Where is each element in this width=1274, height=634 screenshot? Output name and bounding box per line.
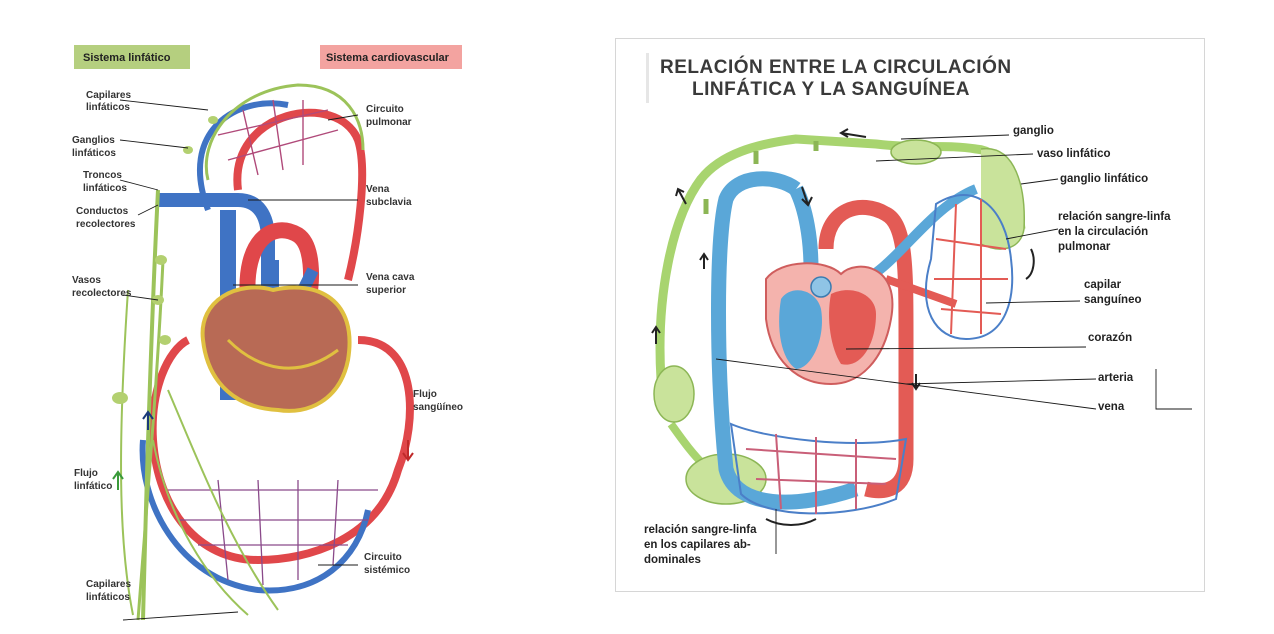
blood-flow-arrow [402, 440, 414, 462]
circuito-pulmonar-label-2: pulmonar [366, 117, 412, 128]
right-diagram: RELACIÓN ENTRE LA CIRCULACIÓN LINFÁTICA … [615, 38, 1205, 592]
pulmonary-lymph-node [980, 148, 1025, 250]
corazon-label: corazón [1088, 332, 1132, 344]
capilares-top-label-1: Capilares [86, 90, 131, 101]
relacion-abdominal-label-1: relación sangre-linfa [644, 524, 757, 536]
lymphatic-vessels [112, 116, 279, 621]
right-title-line1: RELACIÓN ENTRE LA CIRCULACIÓN [660, 56, 1012, 78]
flujo-linfatico-label-2: linfático [74, 481, 112, 492]
lymph-node [155, 255, 167, 265]
pulmonary-capillary-network [925, 194, 1014, 341]
flujo-sanguineo-label-2: sangüíneo [413, 402, 463, 413]
ganglio-node [890, 139, 942, 165]
circuito-sistemico-label-2: sistémico [364, 565, 410, 576]
vena-subclavia-label-1: Vena [366, 184, 390, 195]
vena-cava-label-1: Vena cava [366, 272, 415, 283]
relacion-pulmonar-label-3: pulmonar [1058, 241, 1111, 253]
vena-label: vena [1098, 401, 1125, 413]
lymph-node [208, 116, 218, 124]
capilar-label-2: sanguíneo [1084, 294, 1142, 306]
cardiovascular-system-header [320, 45, 462, 69]
troncos-label-2: linfáticos [83, 183, 127, 194]
abdominal-lymph-node [653, 365, 695, 423]
flujo-sanguineo-label-1: Flujo [413, 389, 437, 400]
vena-subclavia-label-2: subclavia [366, 197, 412, 208]
heart-coronary [226, 338, 339, 370]
right-flow-arrows [651, 128, 1035, 526]
venous-flow-arrow [142, 410, 154, 430]
relacion-pulmonar-label-1: relación sangre-linfa [1058, 211, 1171, 223]
left-diagram: Sistema linfático Sistema cardiovascular [58, 40, 468, 630]
cardiovascular-system-header-label: Sistema cardiovascular [326, 52, 450, 64]
circuito-sistemico-label-1: Circuito [364, 552, 402, 563]
left-diagram-svg: Sistema linfático Sistema cardiovascular [72, 45, 463, 621]
troncos-label-1: Troncos [83, 170, 122, 181]
right-heart [765, 262, 894, 386]
right-title-line2: LINFÁTICA Y LA SANGUÍNEA [692, 78, 970, 100]
vasos-label-1: Vasos [72, 275, 101, 286]
vena-cava-label-2: superior [366, 285, 406, 296]
flujo-linfatico-label-1: Flujo [74, 468, 98, 479]
circuito-pulmonar-label-1: Circuito [366, 104, 404, 115]
vaso-linfatico-label: vaso linfático [1037, 148, 1111, 160]
ganglio-label: ganglio [1013, 125, 1054, 137]
vasos-label-2: recolectores [72, 288, 132, 299]
lymph-node [112, 392, 128, 404]
conductos-label-1: Conductos [76, 206, 129, 217]
relacion-pulmonar-label-2: en la circulación [1058, 226, 1148, 238]
capilares-bottom-label-1: Capilares [86, 579, 131, 590]
right-leader-lines [715, 134, 1192, 554]
title-accent [646, 53, 649, 103]
capilar-label-1: capilar [1084, 279, 1122, 291]
ganglios-label-2: linfáticos [72, 148, 116, 159]
relacion-abdominal-label-3: dominales [644, 554, 701, 566]
right-diagram-svg: RELACIÓN ENTRE LA CIRCULACIÓN LINFÁTICA … [644, 53, 1192, 566]
conductos-label-2: recolectores [76, 219, 136, 230]
ganglio-linfatico-label: ganglio linfático [1060, 173, 1148, 185]
pulmonary-circuit [197, 83, 367, 281]
lymph-node [159, 335, 171, 345]
lymphatic-system-header [74, 45, 190, 69]
left-leader-lines [119, 99, 359, 621]
lymphatic-system-header-label: Sistema linfático [83, 52, 171, 64]
capilares-top-label-2: linfáticos [86, 102, 130, 113]
abdominal-capillary-network [729, 422, 908, 515]
relacion-abdominal-label-2: en los capilares ab- [644, 539, 751, 551]
lymph-flow-arrow [112, 470, 124, 490]
capilares-bottom-label-2: linfáticos [86, 592, 130, 603]
vein-loop [711, 171, 859, 510]
ganglios-label-1: Ganglios [72, 135, 115, 146]
arteria-label: arteria [1098, 372, 1134, 384]
heart [200, 285, 352, 413]
